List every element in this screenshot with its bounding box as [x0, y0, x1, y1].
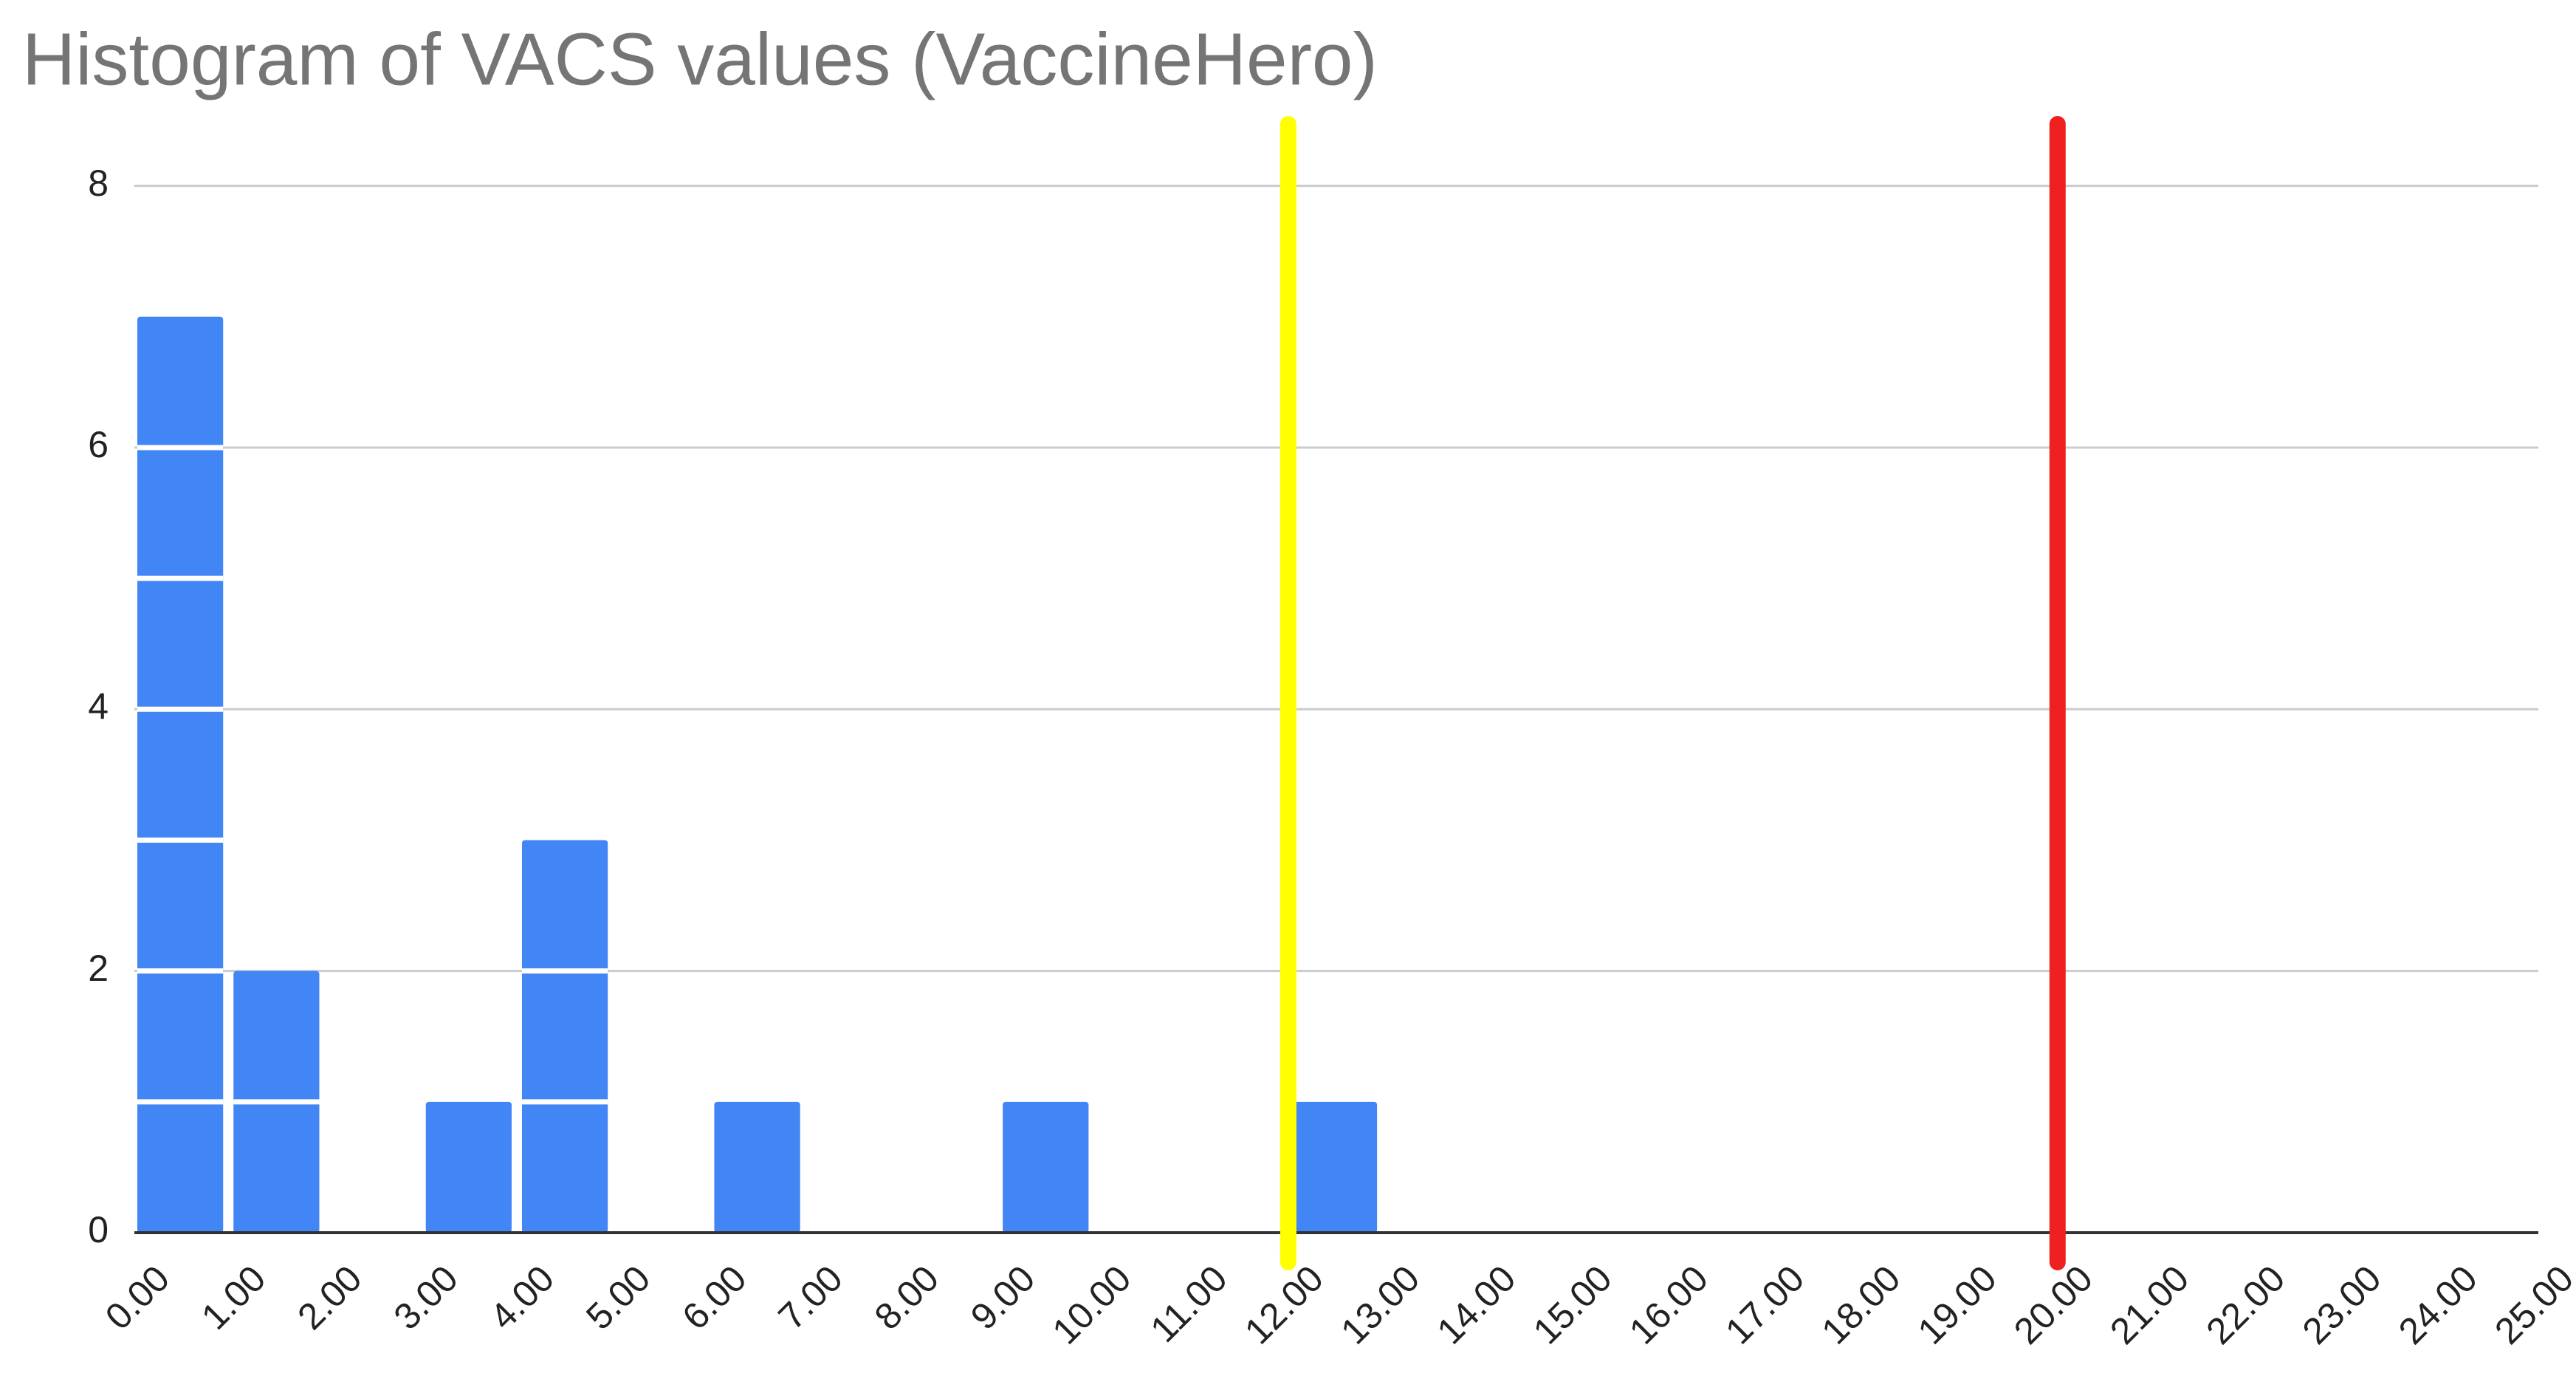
bar: [137, 316, 224, 1233]
x-tick-label: 20.00: [2006, 1258, 2101, 1352]
x-tick-label: 14.00: [1429, 1258, 1524, 1352]
x-tick-label: 18.00: [1813, 1258, 1908, 1352]
x-tick-label: 19.00: [1910, 1258, 2005, 1352]
x-tick-label: 16.00: [1621, 1258, 1716, 1352]
chart-title: Histogram of VACS values (VaccineHero): [22, 18, 1378, 100]
y-tick-label: 2: [88, 948, 109, 989]
x-tick-label: 9.00: [963, 1258, 1043, 1338]
x-tick-label: 21.00: [2102, 1258, 2197, 1352]
x-tick-label: 25.00: [2487, 1258, 2576, 1352]
x-tick-label: 1.00: [193, 1258, 273, 1338]
x-tick-label: 8.00: [867, 1258, 947, 1338]
y-tick-label: 8: [88, 162, 109, 204]
x-tick-label: 17.00: [1717, 1258, 1812, 1352]
x-tick-label: 11.00: [1142, 1258, 1234, 1350]
x-tick-label: 2.00: [289, 1258, 369, 1338]
x-tick-label: 23.00: [2295, 1258, 2389, 1352]
x-tick-label: 0.00: [97, 1258, 177, 1338]
y-tick-label: 6: [88, 424, 109, 465]
x-tick-label: 5.00: [578, 1258, 658, 1338]
bar: [714, 1101, 800, 1233]
bar: [1003, 1101, 1089, 1233]
x-tick-label: 22.00: [2198, 1258, 2292, 1352]
x-tick-label: 12.00: [1237, 1258, 1331, 1352]
bar: [521, 840, 608, 1233]
x-tick-label: 13.00: [1333, 1258, 1427, 1352]
x-tick-label: 6.00: [674, 1258, 754, 1338]
x-tick-label: 7.00: [770, 1258, 850, 1338]
bar: [1291, 1101, 1378, 1233]
x-tick-label: 10.00: [1045, 1258, 1139, 1352]
y-tick-label: 4: [88, 685, 109, 727]
x-tick-label: 3.00: [386, 1258, 466, 1338]
x-tick-label: 15.00: [1525, 1258, 1620, 1352]
y-tick-label: 0: [88, 1209, 109, 1250]
x-tick-label: 24.00: [2391, 1258, 2485, 1352]
x-tick-label: 4.00: [482, 1258, 562, 1338]
bar: [425, 1101, 512, 1233]
